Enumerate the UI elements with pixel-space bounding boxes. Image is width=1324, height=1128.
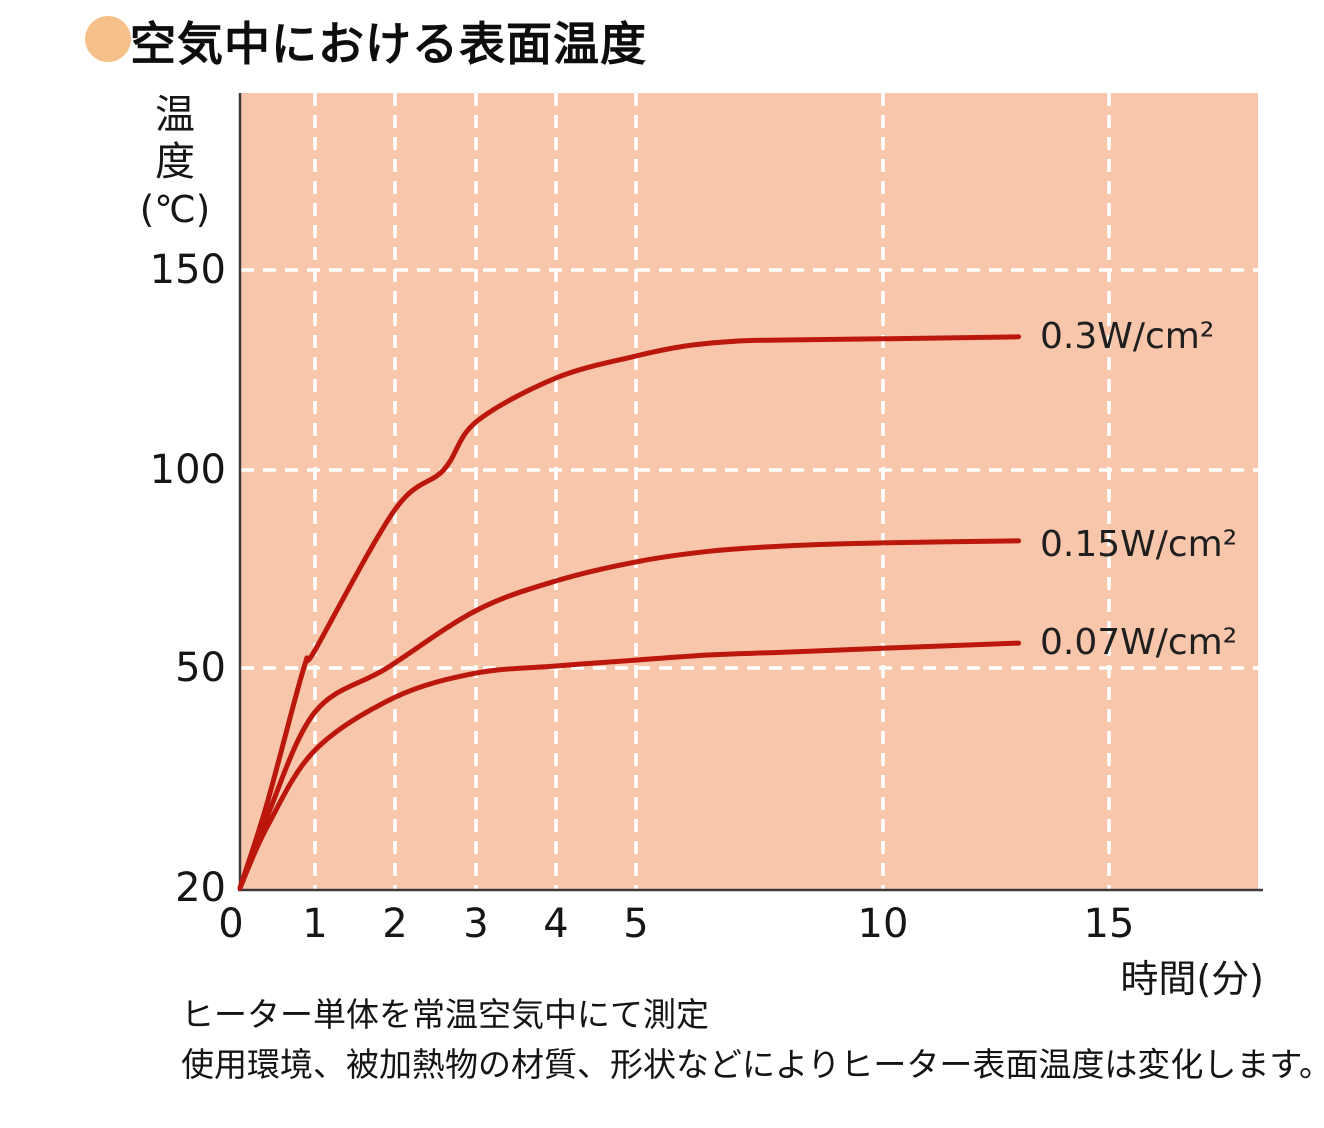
- temperature-curve-0.07W/cm²: [237, 640, 1022, 891]
- chart-title: 空気中における表面温度: [130, 17, 647, 71]
- plot-background: [240, 93, 1258, 890]
- temperature-curve-0.3W/cm²: [237, 334, 1022, 891]
- temperature-curve-0.15W/cm²: [237, 538, 1022, 891]
- title-bullet-icon: [85, 16, 131, 62]
